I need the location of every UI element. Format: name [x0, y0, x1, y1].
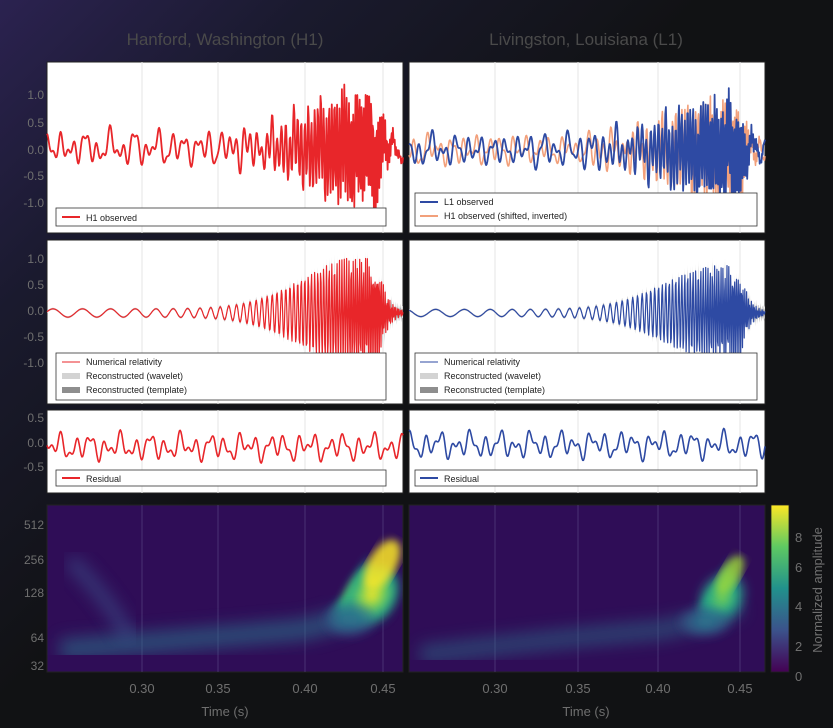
xtick-l1-035: 0.35 [565, 681, 590, 696]
ytick-rec-1: 1.0 [27, 252, 44, 266]
legend-label-wavelet-h1: Reconstructed (wavelet) [86, 371, 183, 381]
ytick-freq-512: 512 [24, 518, 44, 532]
l1-residual-line [408, 427, 766, 463]
legend-h1-residual: Residual [55, 469, 387, 487]
ytick-rec-5: -1.0 [23, 356, 44, 370]
x-ticks-l1: 0.30 0.35 0.40 0.45 [482, 681, 752, 696]
xtick-l1-030: 0.30 [482, 681, 507, 696]
l1-observed-line [408, 87, 766, 209]
ytick-obs-3: 0.0 [27, 143, 44, 157]
cbtick-6: 6 [795, 560, 802, 575]
y-ticks-observed: 1.0 0.5 0.0 -0.5 -1.0 [23, 88, 44, 210]
ytick-obs-4: -0.5 [23, 169, 44, 183]
legend-label-h1-shifted: H1 observed (shifted, inverted) [444, 211, 567, 221]
legend-label-wavelet-l1: Reconstructed (wavelet) [444, 371, 541, 381]
legend-label-residual-h1: Residual [86, 474, 121, 484]
cbtick-0: 0 [795, 669, 802, 684]
colorbar-label: Normalized amplitude [810, 527, 825, 653]
legend-l1-observed: L1 observed H1 observed (shifted, invert… [414, 192, 758, 227]
legend-label-nr-l1: Numerical relativity [444, 357, 521, 367]
ytick-rec-3: 0.0 [27, 304, 44, 318]
y-ticks-frequency: 512 256 128 64 32 [24, 518, 44, 673]
ytick-obs-1: 1.0 [27, 88, 44, 102]
legend-label-template-l1: Reconstructed (template) [444, 385, 545, 395]
legend-l1-residual: Residual [414, 469, 758, 487]
xtick-h1-035: 0.35 [205, 681, 230, 696]
xtick-l1-045: 0.45 [727, 681, 752, 696]
legend-label-template-h1: Reconstructed (template) [86, 385, 187, 395]
l1-spectrogram-energy [418, 544, 751, 665]
title-l1: Livingston, Louisiana (L1) [489, 30, 683, 49]
legend-h1-reconstructed: Numerical relativity Reconstructed (wave… [55, 352, 387, 401]
legend-l1-reconstructed: Numerical relativity Reconstructed (wave… [414, 352, 758, 401]
legend-label-nr-h1: Numerical relativity [86, 357, 163, 367]
ytick-freq-32: 32 [31, 659, 45, 673]
legend-h1-observed: H1 observed [55, 207, 387, 227]
xlabel-h1: Time (s) [201, 704, 248, 719]
xtick-h1-040: 0.40 [292, 681, 317, 696]
ytick-res-1: 0.5 [27, 411, 44, 425]
colorbar-ticks: 0 2 4 6 8 [795, 530, 802, 684]
legend-label-l1-observed: L1 observed [444, 197, 494, 207]
ytick-obs-2: 0.5 [27, 116, 44, 130]
xlabel-l1: Time (s) [562, 704, 609, 719]
cbtick-8: 8 [795, 530, 802, 545]
xtick-l1-040: 0.40 [645, 681, 670, 696]
cbtick-4: 4 [795, 599, 802, 614]
h1-spectrogram-energy [59, 539, 403, 661]
ytick-obs-5: -1.0 [23, 196, 44, 210]
l1-nr-line [408, 265, 766, 362]
cbtick-2: 2 [795, 639, 802, 654]
legend-label-residual-l1: Residual [444, 474, 479, 484]
ytick-freq-64: 64 [31, 631, 45, 645]
x-ticks-h1: 0.30 0.35 0.40 0.45 [129, 681, 395, 696]
ytick-freq-128: 128 [24, 586, 44, 600]
ytick-freq-256: 256 [24, 553, 44, 567]
y-ticks-reconstructed: 1.0 0.5 0.0 -0.5 -1.0 [23, 252, 44, 370]
ytick-rec-2: 0.5 [27, 278, 44, 292]
ytick-res-2: 0.0 [27, 436, 44, 450]
h1-residual-line [46, 429, 404, 464]
xtick-h1-030: 0.30 [129, 681, 154, 696]
h1-observed-line [46, 83, 404, 216]
xtick-h1-045: 0.45 [370, 681, 395, 696]
h1-nr-line [46, 257, 404, 370]
legend-label-h1-observed: H1 observed [86, 213, 137, 223]
ytick-res-3: -0.5 [23, 460, 44, 474]
title-h1: Hanford, Washington (H1) [127, 30, 324, 49]
colorbar [770, 504, 790, 673]
y-ticks-residual: 0.5 0.0 -0.5 [23, 411, 44, 474]
ytick-rec-4: -0.5 [23, 330, 44, 344]
